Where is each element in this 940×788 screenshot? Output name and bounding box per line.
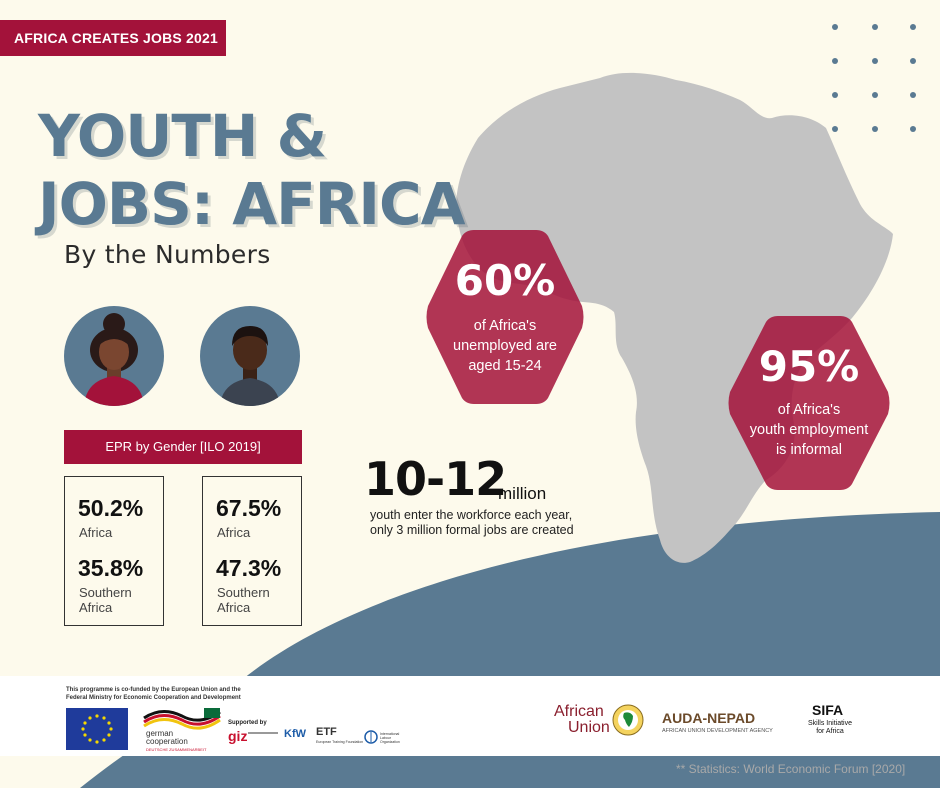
au-line-2: Union (568, 719, 610, 736)
title-line-1: YOUTH & (38, 102, 327, 170)
jobs-range-text: youth enter the workforce each year, onl… (370, 508, 574, 537)
german-line-3: DEUTSCHE ZUSAMMENARBEIT (146, 747, 207, 752)
male-southern-value: 47.3% (216, 555, 282, 581)
hex1-value: 60% (454, 256, 556, 305)
giz-logo: giz (228, 728, 248, 744)
german-cooperation-text: german cooperation DEUTSCHE ZUSAMMENARBE… (146, 730, 206, 754)
sifa-subtext: Skills Initiative for Africa (800, 720, 860, 736)
female-southern-label-2: Africa (79, 600, 113, 615)
auda-nepad-subtext: AFRICAN UNION DEVELOPMENT AGENCY (662, 728, 773, 734)
source-note: ** Statistics: World Economic Forum [202… (676, 762, 906, 776)
german-line-2: cooperation (146, 737, 188, 746)
etf-subtext: European Training Foundation (316, 740, 364, 744)
male-southern-label-1: Southern (217, 585, 270, 600)
sifa-line-2: for Africa (816, 728, 844, 735)
supported-by-label: Supported by (228, 720, 267, 726)
hex1-line-1: of Africa's (473, 318, 537, 334)
hex2-line-3: is informal (775, 442, 843, 458)
sifa-line-1: Skills Initiative (808, 720, 852, 727)
ilo-subtext: International Labour Organization (380, 732, 400, 744)
german-cooperation-logo-icon (143, 708, 221, 730)
hex2-line-1: of Africa's (777, 402, 841, 418)
male-africa-label: Africa (217, 525, 251, 540)
hex1-line-3: aged 15-24 (468, 358, 542, 374)
female-southern-value: 35.8% (78, 555, 144, 581)
auda-nepad-logo: AUDA-NEPAD (662, 710, 756, 726)
male-africa-value: 67.5% (216, 495, 282, 521)
sifa-logo: SIFA (812, 702, 844, 718)
hex2-text: of Africa's youth employment is informal (726, 400, 892, 460)
cofund-text: This programme is co-funded by the Europ… (66, 686, 241, 702)
hexagon-unemployed (426, 230, 584, 404)
cofund-line-1: This programme is co-funded by the Europ… (66, 687, 241, 693)
title-line-2: JOBS: AFRICA (38, 170, 465, 238)
woman-avatar-icon (64, 306, 164, 406)
female-southern-label-1: Southern (79, 585, 132, 600)
jobs-range-value: 10-12 (364, 452, 507, 506)
female-stats-box: 50.2% Africa 35.8% Southern Africa (64, 476, 164, 626)
page-title: YOUTH & JOBS: AFRICA (38, 102, 465, 238)
eu-flag-icon (66, 708, 128, 750)
female-southern-label: Southern Africa (79, 585, 132, 615)
female-africa-label: Africa (79, 525, 113, 540)
au-line-1: African (554, 703, 604, 720)
epr-gender-bar: EPR by Gender [ILO 2019] (64, 430, 302, 464)
hex1-text: of Africa's unemployed are aged 15-24 (424, 316, 586, 376)
hex2-line-2: youth employment (749, 422, 869, 438)
kfw-logo: KfW (284, 728, 306, 740)
campaign-badge: AFRICA CREATES JOBS 2021 (0, 20, 226, 56)
african-union-logo: African Union (554, 704, 610, 736)
german-line-1: german (146, 729, 174, 738)
man-avatar-icon (200, 306, 300, 406)
female-africa-value: 50.2% (78, 495, 144, 521)
hexagon-informal (728, 316, 890, 490)
hex1-line-2: unemployed are (453, 338, 557, 354)
male-southern-label-2: Africa (217, 600, 251, 615)
jobs-range-unit: million (498, 484, 547, 503)
cofund-line-2: Federal Ministry for Economic Cooperatio… (66, 695, 241, 701)
male-southern-label: Southern Africa (217, 585, 270, 615)
partner-footer: This programme is co-funded by the Europ… (0, 676, 940, 756)
dot-grid (832, 24, 924, 134)
giz-subtext-line (248, 732, 278, 734)
male-stats-box: 67.5% Africa 47.3% Southern Africa (202, 476, 302, 626)
hex2-value: 95% (758, 342, 860, 391)
african-union-emblem-icon (612, 704, 644, 736)
page-subtitle: By the Numbers (64, 240, 271, 269)
ilo-logo-icon (364, 730, 378, 744)
etf-logo: ETF (316, 726, 337, 738)
